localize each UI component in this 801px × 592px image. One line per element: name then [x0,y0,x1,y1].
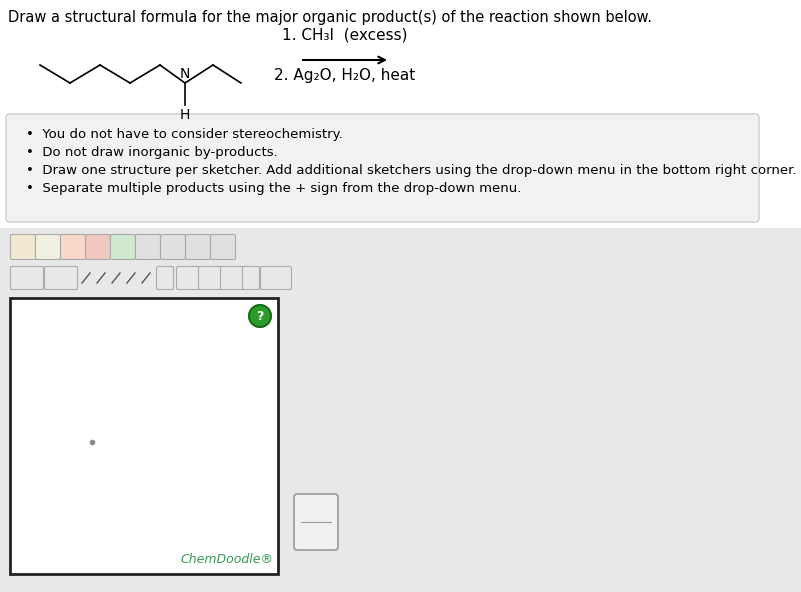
Text: ?: ? [256,310,264,323]
FancyBboxPatch shape [211,234,235,259]
Text: Draw a structural formula for the major organic product(s) of the reaction shown: Draw a structural formula for the major … [8,10,652,25]
FancyBboxPatch shape [86,234,111,259]
Circle shape [249,305,271,327]
FancyBboxPatch shape [199,266,222,289]
FancyBboxPatch shape [135,234,160,259]
FancyBboxPatch shape [220,266,244,289]
Text: •  Separate multiple products using the + sign from the drop-down menu.: • Separate multiple products using the +… [26,182,521,195]
FancyBboxPatch shape [111,234,135,259]
FancyBboxPatch shape [243,266,260,289]
Text: [F: [F [272,273,280,283]
Text: N: N [179,67,190,81]
Text: •  Do not draw inorganic by-products.: • Do not draw inorganic by-products. [26,146,278,159]
Bar [0,228,801,592]
FancyBboxPatch shape [160,234,186,259]
Bar [10,298,278,574]
FancyBboxPatch shape [156,266,174,289]
Text: ChemDoodle®: ChemDoodle® [180,553,273,566]
FancyBboxPatch shape [10,266,43,289]
Text: 2. Ag₂O, H₂O, heat: 2. Ag₂O, H₂O, heat [275,68,416,83]
Text: •  Draw one structure per sketcher. Add additional sketchers using the drop-down: • Draw one structure per sketcher. Add a… [26,164,796,177]
FancyBboxPatch shape [45,266,78,289]
FancyBboxPatch shape [61,234,86,259]
Text: •  You do not have to consider stereochemistry.: • You do not have to consider stereochem… [26,128,343,141]
Text: C ▼: C ▼ [19,274,34,282]
FancyBboxPatch shape [6,114,759,222]
FancyBboxPatch shape [35,234,61,259]
FancyBboxPatch shape [186,234,211,259]
FancyBboxPatch shape [294,494,338,550]
Text: ▼: ▼ [163,275,167,281]
Text: H: H [179,108,190,122]
Text: 1. CH₃I  (excess): 1. CH₃I (excess) [282,27,408,42]
Text: ⊕ ▼: ⊕ ▼ [53,274,69,282]
FancyBboxPatch shape [176,266,199,289]
FancyBboxPatch shape [10,234,35,259]
FancyBboxPatch shape [260,266,292,289]
